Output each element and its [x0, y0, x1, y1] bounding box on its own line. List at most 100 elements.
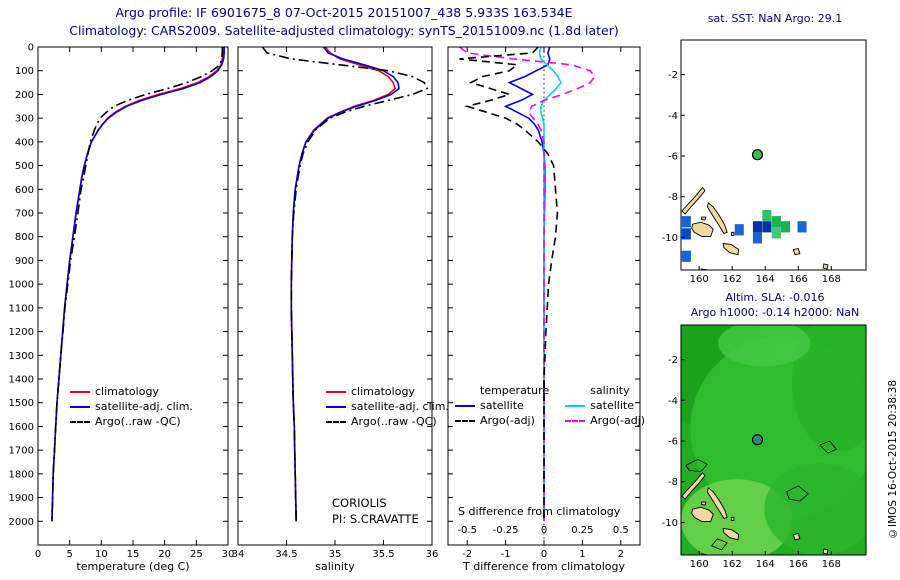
tick-label: 500 — [15, 161, 34, 172]
island-coastline — [701, 216, 707, 221]
legend-label: Argo(..raw -QC) — [95, 415, 181, 428]
tick-label: 0.25 — [571, 525, 593, 536]
legend-item-satellite-t: satellite — [455, 398, 549, 413]
tick-label: -8 — [668, 477, 678, 488]
tick-label: 162 — [723, 274, 742, 285]
sla-map — [680, 324, 867, 556]
tick-label: -1 — [501, 549, 511, 560]
sla-map-title-line1: Altim. SLA: -0.016 — [725, 291, 825, 304]
satellite-clim-line-swatch — [70, 406, 90, 408]
legend-item-satellite-clim: satellite-adj. clim. — [70, 399, 193, 414]
tick-label: 36 — [426, 549, 439, 560]
island-coastline — [691, 221, 714, 237]
tick-label: 1000 — [9, 280, 34, 291]
figure-title-line1: Argo profile: IF 6901675_8 07-Oct-2015 2… — [115, 5, 573, 20]
argo-adj-s-line-swatch — [565, 420, 586, 422]
tick-label: -4 — [668, 111, 678, 122]
sst-argo-position-marker — [751, 149, 764, 161]
salinity-profile-series-satellite-adj-clim — [290, 46, 400, 522]
tick-label: 0 — [28, 43, 34, 54]
tick-label: 5 — [66, 549, 72, 560]
tick-label: 34 — [232, 549, 245, 560]
sst-frame — [680, 39, 867, 271]
tick-label: -4 — [668, 396, 678, 407]
tick-label: 1800 — [9, 469, 34, 480]
tick-label: 35 — [329, 549, 342, 560]
sst-data-cell — [771, 216, 781, 228]
tick-label: 1600 — [9, 422, 34, 433]
sst-data-cell — [734, 224, 744, 236]
legend-label: satellite — [590, 399, 634, 412]
legend-label: Argo(..raw -QC) — [351, 415, 437, 428]
legend-label: satellite-adj. clim. — [351, 400, 449, 413]
tick-label: 1300 — [9, 351, 34, 362]
island-coastline — [701, 501, 707, 506]
legend-item-climatology: climatology — [70, 384, 193, 399]
tick-label: 900 — [15, 256, 34, 267]
satellite-t-line-swatch — [455, 405, 475, 407]
difference-legend-temperature-header: temperature — [480, 384, 550, 397]
temperature-profile-series-argo-raw-qc — [51, 47, 224, 522]
tick-label: 1500 — [9, 398, 34, 409]
s-difference-axis-label: S difference from climatology — [458, 505, 621, 518]
tick-label: 160 — [690, 274, 709, 285]
argo-raw-line-swatch — [70, 421, 90, 423]
temperature-profile-series-satellite-adj-clim — [51, 47, 225, 522]
island-coastline — [730, 231, 735, 236]
sst-data-cell — [780, 221, 790, 233]
tick-label: 0 — [541, 525, 547, 536]
tick-label: -8 — [668, 192, 678, 203]
tick-label: 1400 — [9, 375, 34, 386]
island-coastline — [792, 248, 801, 256]
sla-contour-line — [685, 458, 709, 472]
sla-contour-line — [786, 485, 809, 502]
sst-map — [680, 39, 867, 271]
temperature-profile-panel — [37, 46, 229, 546]
tick-label: 1900 — [9, 493, 34, 504]
tick-label: 166 — [789, 559, 808, 570]
difference-legend-salinity-header: salinity — [590, 384, 630, 397]
sst-data-cell — [681, 216, 691, 228]
argo-raw-line-swatch — [326, 421, 346, 423]
salinity-profile-frame — [237, 46, 433, 546]
tick-label: 300 — [15, 114, 34, 125]
difference-profile-series-temperature-argo-adj — [459, 46, 559, 522]
sst-data-cell — [762, 221, 772, 233]
tick-label: -6 — [668, 437, 678, 448]
tick-label: 164 — [756, 559, 775, 570]
sla-map-content — [681, 325, 866, 555]
tick-label: 20 — [158, 549, 171, 560]
tick-label: 168 — [822, 559, 841, 570]
tick-label: -0.5 — [457, 525, 477, 536]
coriolis-note: CORIOLIS — [332, 496, 387, 510]
island-coastline — [681, 471, 706, 500]
tick-label: 2 — [618, 549, 624, 560]
legend-item-argo-raw: Argo(..raw -QC) — [70, 414, 193, 429]
legend-label: satellite — [480, 399, 524, 412]
island-coastline — [822, 548, 829, 555]
tick-label: 166 — [789, 274, 808, 285]
tick-label: 600 — [15, 185, 34, 196]
climatology-line-swatch — [70, 391, 90, 393]
island-coastline — [691, 506, 714, 522]
island-coastline — [722, 527, 740, 541]
sla-field-patch — [764, 463, 866, 555]
legend-item-climatology: climatology — [326, 384, 449, 399]
salinity-profile-series-argo-raw-qc — [261, 46, 429, 522]
legend-label: climatology — [95, 385, 159, 398]
figure-title-line2: Climatology: CARS2009. Satellite-adjuste… — [69, 23, 619, 38]
sst-data-cell — [762, 210, 772, 222]
legend-label: climatology — [351, 385, 415, 398]
sla-contour-line — [819, 440, 837, 454]
sst-data-cell — [752, 221, 762, 233]
difference-profile-series-salinity-satellite — [538, 46, 562, 522]
salinity-axis-label: salinity — [315, 560, 355, 573]
argo-adj-t-line-swatch — [455, 420, 475, 422]
salinity-profile-panel — [237, 46, 433, 546]
tick-label: 1100 — [9, 303, 34, 314]
sst-data-cell — [771, 227, 781, 239]
legend-label: Argo(-adj) — [590, 414, 646, 427]
tick-label: -2 — [668, 70, 678, 81]
salinity-profile-series-climatology — [290, 46, 397, 522]
